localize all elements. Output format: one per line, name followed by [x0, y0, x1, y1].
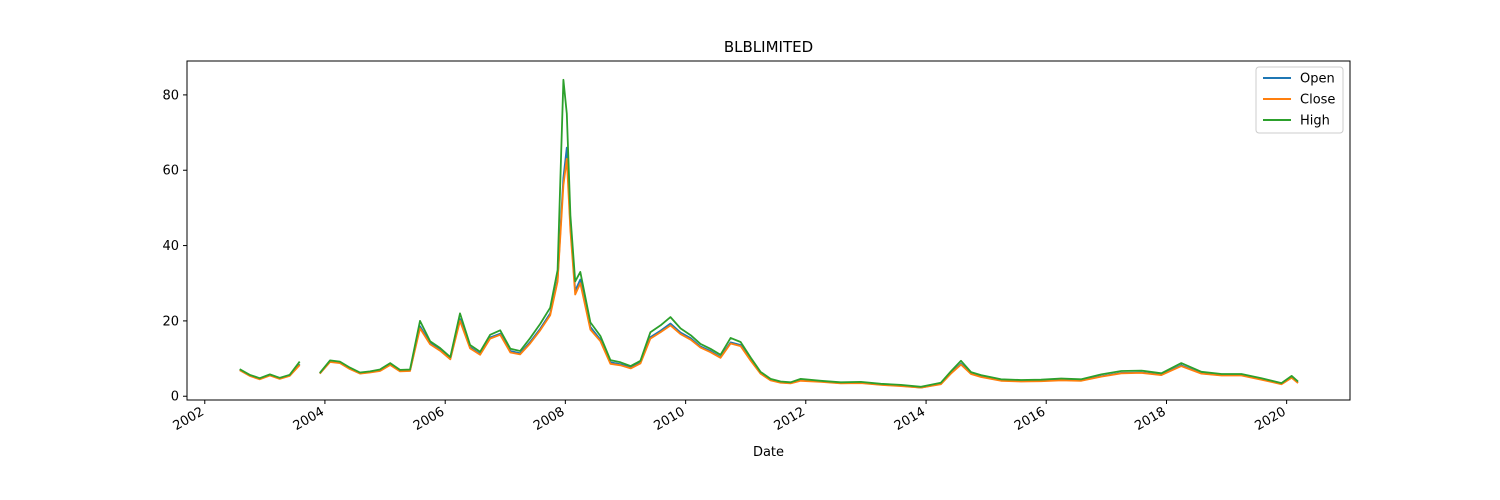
series-line-high: [239, 78, 1299, 388]
legend-label-close: Close: [1300, 93, 1335, 108]
y-tick-label: 60: [162, 164, 179, 179]
plot-area: [186, 60, 1351, 401]
chart-title: BLBLIMITED: [724, 38, 813, 56]
legend: Open Close High: [1255, 66, 1344, 134]
y-tick-label: 40: [162, 239, 179, 254]
y-tick-label: 0: [171, 390, 179, 405]
series-layer: [239, 78, 1299, 389]
y-axis: 0 20 40 60 80: [162, 88, 187, 405]
y-tick-label: 20: [162, 314, 179, 329]
legend-label-high: High: [1300, 114, 1330, 129]
legend-label-open: Open: [1300, 72, 1335, 87]
x-axis-label: Date: [753, 445, 784, 460]
legend-box: [1255, 66, 1344, 134]
y-tick-label: 80: [162, 88, 179, 103]
